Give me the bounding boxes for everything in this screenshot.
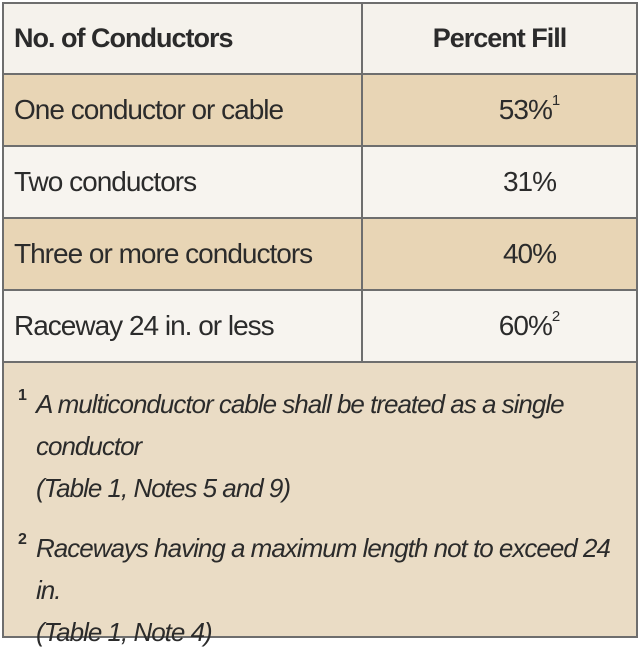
row-value-cell: 53%1 <box>362 74 636 147</box>
row-label: One conductor or cable <box>4 74 363 147</box>
table-row: Raceway 24 in. or less 60%2 <box>4 290 636 363</box>
footnote-mark: 1 <box>18 387 27 404</box>
row-value: 60% <box>498 310 553 341</box>
row-label: Raceway 24 in. or less <box>4 290 363 363</box>
row-label: Two conductors <box>4 146 363 219</box>
footnote-text: (Table 1, Note 4) <box>36 617 213 647</box>
footnote-mark: 2 <box>18 531 27 548</box>
row-value-cell: 40% <box>362 218 636 291</box>
table-row: Three or more conductors 40% <box>4 218 636 291</box>
footnote-ref: 2 <box>551 308 561 325</box>
footnote-text: (Table 1, Notes 5 and 9) <box>36 473 291 503</box>
percent-fill-table: No. of Conductors Percent Fill One condu… <box>4 4 636 363</box>
row-value: 53% <box>498 94 553 125</box>
footnotes: 1 A multiconductor cable shall be treate… <box>4 363 636 653</box>
footnote-ref: 1 <box>551 92 561 109</box>
footnote-text: A multiconductor cable shall be treated … <box>36 389 565 461</box>
header-percent-fill: Percent Fill <box>362 4 636 75</box>
footnote-1: 1 A multiconductor cable shall be treate… <box>16 383 624 509</box>
footnote-2: 2 Raceways having a maximum length not t… <box>16 527 624 653</box>
header-no-of-conductors: No. of Conductors <box>4 4 363 75</box>
table-row: One conductor or cable 53%1 <box>4 74 636 147</box>
table-header-row: No. of Conductors Percent Fill <box>4 4 636 75</box>
row-value: 31% <box>502 166 557 197</box>
row-value: 40% <box>502 238 557 269</box>
row-label: Three or more conductors <box>4 218 363 291</box>
row-value-cell: 60%2 <box>362 290 636 363</box>
row-value-cell: 31% <box>362 146 636 219</box>
table-row: Two conductors 31% <box>4 146 636 219</box>
footnote-text: Raceways having a maximum length not to … <box>36 533 611 605</box>
